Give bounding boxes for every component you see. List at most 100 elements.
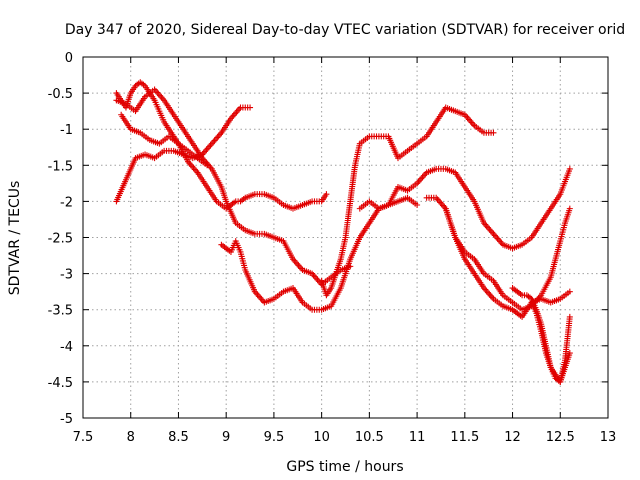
data-point: [414, 202, 421, 209]
data-point: [210, 139, 217, 146]
data-point: [566, 205, 573, 212]
data-point: [420, 172, 427, 179]
data-point: [255, 293, 262, 300]
data-point: [233, 109, 240, 116]
data-point: [191, 166, 198, 173]
data-point: [254, 291, 261, 298]
data-point: [257, 294, 264, 301]
data-point: [203, 146, 210, 153]
series-6: [318, 104, 497, 299]
data-point: [311, 273, 318, 280]
x-tick-label: 11: [409, 430, 426, 445]
series-4: [118, 111, 211, 169]
data-point: [313, 275, 320, 282]
data-point: [202, 148, 209, 155]
y-tick-label: -0.5: [48, 87, 73, 102]
y-tick-label: -2: [60, 195, 73, 210]
y-tick-label: -4: [60, 340, 73, 355]
x-tick-label: 9: [222, 430, 230, 445]
data-point: [468, 119, 475, 126]
chart-title: Day 347 of 2020, Sidereal Day-to-day VTE…: [65, 22, 625, 38]
data-point: [294, 260, 301, 267]
data-point: [236, 106, 243, 113]
data-point: [435, 197, 442, 204]
data-point: [566, 288, 573, 295]
y-tick-label: -4.5: [48, 376, 73, 391]
y-axis-label: SDTVAR / TECUs: [7, 181, 23, 296]
data-point: [485, 224, 491, 231]
data-point: [483, 288, 490, 295]
series-1: [113, 79, 330, 212]
y-tick-label: -2.5: [48, 232, 73, 247]
data-point: [296, 263, 303, 270]
data-point: [204, 162, 211, 169]
data-point: [232, 110, 239, 117]
data-point: [206, 143, 213, 150]
y-tick-label: -5: [60, 412, 73, 427]
data-point: [314, 276, 321, 283]
data-point: [437, 199, 444, 206]
data-point: [234, 107, 241, 114]
data-point: [467, 117, 474, 124]
x-tick-label: 11.5: [450, 430, 479, 445]
data-point: [464, 114, 471, 121]
data-point: [187, 161, 194, 168]
data-point: [215, 132, 222, 139]
y-tick-label: -3: [60, 268, 73, 283]
x-axis-label: GPS time / hours: [286, 459, 403, 475]
data-point: [155, 91, 162, 98]
data-point: [440, 202, 446, 209]
data-point: [483, 223, 490, 230]
data-point: [189, 163, 196, 170]
x-axis: 7.5 8 8.5 9 9.5 10 10.5 11 11.5 12 12.5 13: [73, 57, 616, 445]
data-point: [490, 129, 497, 136]
data-point: [292, 259, 299, 266]
data-point: [566, 313, 573, 320]
data-point: [465, 116, 472, 123]
data-point: [487, 292, 494, 299]
data-point: [158, 94, 165, 101]
data-point: [416, 177, 423, 184]
data-point: [260, 297, 266, 304]
y-tick-label: 0: [65, 51, 73, 66]
x-tick-label: 10.5: [355, 430, 384, 445]
x-tick-label: 9.5: [264, 430, 285, 445]
x-tick-label: 8.5: [168, 430, 189, 445]
data-point: [419, 174, 426, 181]
data-points: [113, 79, 573, 385]
series-5: [218, 194, 421, 313]
data-point: [204, 145, 211, 152]
data-point: [212, 135, 219, 142]
series-11: [528, 299, 573, 385]
data-point: [485, 289, 491, 296]
data-point: [247, 104, 254, 111]
data-point: [230, 112, 237, 119]
data-point: [494, 235, 501, 242]
data-point: [489, 294, 496, 301]
x-tick-label: 10: [313, 430, 330, 445]
data-point: [211, 137, 218, 144]
data-point: [323, 191, 330, 198]
data-point: [489, 229, 496, 236]
data-point: [157, 92, 164, 99]
data-point: [214, 134, 221, 141]
x-tick-label: 7.5: [73, 430, 94, 445]
data-point: [152, 88, 159, 95]
data-point: [418, 175, 425, 182]
data-point: [486, 291, 493, 298]
y-tick-label: -3.5: [48, 304, 73, 319]
data-point: [486, 226, 493, 233]
series-3: [113, 104, 254, 205]
x-tick-label: 12: [504, 430, 521, 445]
data-point: [566, 165, 573, 172]
data-point: [208, 140, 215, 147]
data-point: [487, 227, 494, 234]
data-point: [497, 238, 504, 245]
data-point: [490, 230, 497, 237]
y-tick-label: -1.5: [48, 159, 73, 174]
x-tick-label: 12.5: [546, 430, 575, 445]
data-point: [207, 142, 214, 149]
data-point: [295, 262, 302, 269]
data-point: [493, 233, 500, 240]
